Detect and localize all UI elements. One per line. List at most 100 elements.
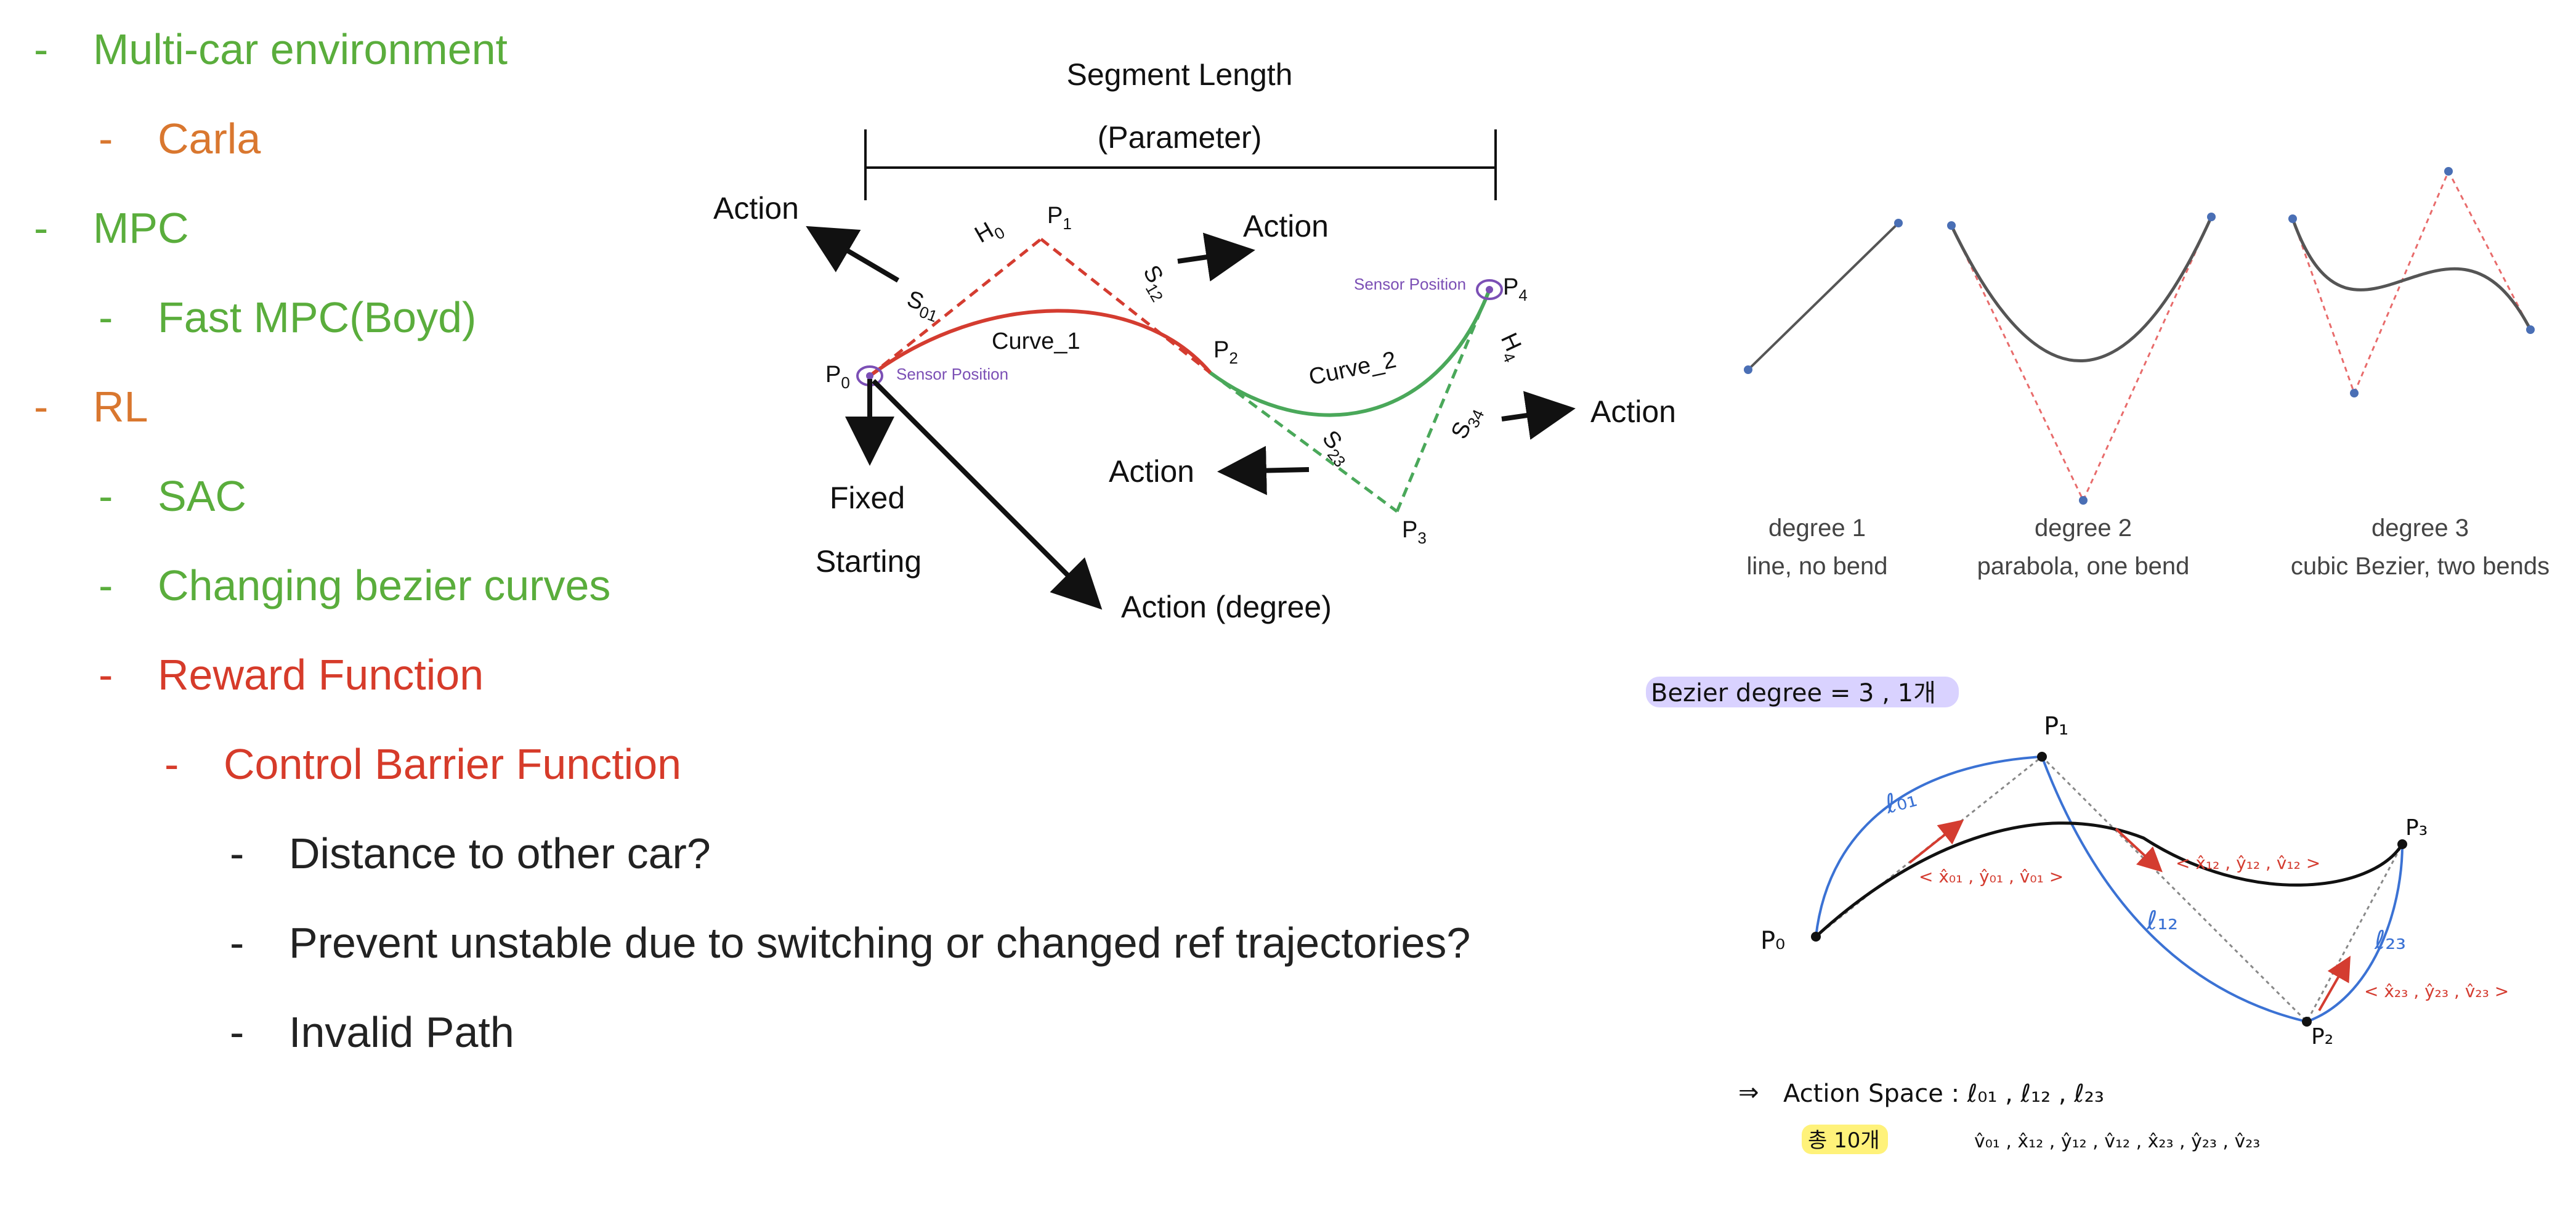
bullet-dash: -	[99, 115, 113, 163]
s34-label: S34	[1446, 402, 1488, 445]
notes-header: Bezier degree = 3 , 1개	[1651, 679, 1936, 707]
outline-item: - Changing bezier curves	[99, 561, 610, 610]
parameter-label: (Parameter)	[1098, 120, 1262, 155]
notes-p3: P₃	[2405, 815, 2428, 841]
bullet-dash: -	[99, 561, 113, 609]
s12-label: S12	[1134, 261, 1177, 306]
outline-item: - Reward Function	[99, 650, 484, 699]
action-label-s23: Action	[1109, 454, 1194, 489]
outline-item-text: Fast MPC(Boyd)	[158, 293, 477, 341]
bullet-dash: -	[34, 204, 49, 252]
notes-action-list: v̂₀₁ , x̂₁₂ , ŷ₁₂ , v̂₁₂ , x̂₂₃ , ŷ₂₃ , …	[1974, 1131, 2260, 1152]
notes-l23: ℓ₂₃	[2374, 925, 2406, 955]
outline-item: - Fast MPC(Boyd)	[99, 293, 476, 342]
notes-action-space: Action Space : ℓ₀₁ , ℓ₁₂ , ℓ₂₃	[1783, 1080, 2104, 1108]
bullet-dash: -	[99, 472, 113, 520]
notes-vec23: < x̂₂₃ , ŷ₂₃ , v̂₂₃ >	[2364, 981, 2509, 1001]
notes-bezier-curve	[1815, 821, 2404, 938]
p1-label: P1	[1047, 203, 1072, 233]
p2-label: P2	[1213, 337, 1238, 367]
segment-s12	[1040, 238, 1212, 374]
segment-s23	[1209, 371, 1398, 513]
outline-item-text: Reward Function	[158, 651, 484, 699]
curve-2-label: Curve_2	[1306, 347, 1398, 391]
segment-length-bracket	[864, 129, 1497, 200]
bullet-dash: -	[164, 740, 179, 788]
outline-item: - Carla	[99, 114, 261, 163]
segment-diagram: Segment Length (Parameter) Sensor Positi…	[713, 57, 1676, 624]
action-arrow-s34	[1501, 391, 1576, 440]
degree-1-title: degree 1	[1768, 515, 1866, 542]
action-arrow-s23	[1217, 446, 1310, 495]
outline-item-text: Distance to other car?	[289, 829, 711, 877]
sensor-position-label-p0: Sensor Position	[896, 365, 1008, 383]
degree-2-subtitle: parabola, one bend	[1977, 553, 2190, 580]
notes-l01: ℓ₀₁	[1881, 782, 1920, 820]
action-label-s34: Action	[1590, 394, 1676, 429]
l23-arc	[2306, 844, 2404, 1023]
outline-item: - Control Barrier Function	[164, 739, 681, 789]
notes-vec12: < x̂₁₂ , ŷ₁₂ , v̂₁₂ >	[2176, 853, 2320, 873]
total-highlight	[1802, 1125, 1888, 1154]
action-arrow-h0	[806, 226, 900, 283]
outline-item-text: Prevent unstable due to switching or cha…	[289, 919, 1471, 967]
bullet-dash: -	[99, 651, 113, 699]
bullet-dash: -	[34, 25, 49, 73]
degree-2-figure	[1947, 213, 2216, 505]
vec23-arrow	[2318, 956, 2351, 1011]
s23-label: S23	[1314, 426, 1358, 471]
outline-item: - MPC	[34, 203, 189, 253]
curve-1-path	[869, 309, 1212, 378]
outline-item: - RL	[34, 382, 148, 431]
starting-label: Starting	[816, 544, 921, 579]
outline-item-text: Invalid Path	[289, 1008, 514, 1056]
notes-vec01: < x̂₀₁ , ŷ₀₁ , v̂₀₁ >	[1919, 866, 2064, 887]
degree-1-subtitle: line, no bend	[1746, 553, 1887, 580]
action-arrow-s12	[1177, 232, 1255, 282]
fixed-label: Fixed	[830, 481, 905, 515]
curve-2-path	[1209, 288, 1491, 417]
outline-item: - Prevent unstable due to switching or ch…	[230, 918, 1470, 967]
degree-1-figure	[1744, 219, 1903, 374]
outline-item-text: Carla	[158, 115, 261, 163]
degree-illustrations: degree 1 line, no bend degree 2 parabola…	[1744, 167, 2550, 580]
outline-item-text: RL	[93, 383, 148, 431]
bullet-dash: -	[230, 919, 245, 967]
segment-s01	[869, 238, 1042, 377]
p4-label: P4	[1503, 274, 1528, 304]
l12-arc	[2041, 756, 2307, 1023]
notes-l12: ℓ₁₂	[2146, 905, 2178, 935]
control-polygon	[869, 238, 1491, 513]
outline-item-text: SAC	[158, 472, 246, 520]
notes-p2: P₂	[2311, 1024, 2333, 1049]
vec12-arrow	[2115, 828, 2163, 873]
header-highlight	[1646, 677, 1959, 707]
bullet-dash: -	[34, 383, 49, 431]
p3-label: P3	[1402, 517, 1427, 547]
h4-label: H4	[1491, 329, 1529, 365]
handwritten-notes: Bezier degree = 3 , 1개 P₀ P₁ P₂ P₃ ℓ₀₁ ℓ…	[1646, 677, 2509, 1154]
outline-item-text: Multi-car environment	[93, 25, 508, 73]
bullet-dash: -	[99, 293, 113, 341]
notes-total: 총 10개	[1808, 1128, 1880, 1153]
action-label-h0: Action	[713, 191, 799, 226]
outline-item: - Distance to other car?	[230, 829, 711, 878]
bullet-dash: -	[230, 829, 245, 877]
degree-3-subtitle: cubic Bezier, two bends	[2291, 553, 2550, 580]
notes-implies-arrow: ⇒	[1738, 1078, 1759, 1107]
notes-control-polygon	[1815, 755, 2404, 1024]
action-label-s12: Action	[1243, 209, 1329, 243]
outline-item-text: Control Barrier Function	[224, 740, 682, 788]
outline-item: - SAC	[99, 471, 246, 521]
outline-item: - Invalid Path	[230, 1008, 514, 1057]
segment-length-label: Segment Length	[1067, 57, 1293, 92]
notes-p1: P₁	[2044, 712, 2068, 741]
bullet-dash: -	[230, 1008, 245, 1056]
curve-1-label: Curve_1	[992, 328, 1080, 354]
sensor-position-label-p4: Sensor Position	[1354, 275, 1466, 293]
outline-item: - Multi-car environment	[34, 25, 508, 74]
notes-p0: P₀	[1760, 927, 1785, 955]
degree-3-title: degree 3	[2371, 515, 2469, 542]
action-degree-label: Action (degree)	[1121, 590, 1332, 624]
